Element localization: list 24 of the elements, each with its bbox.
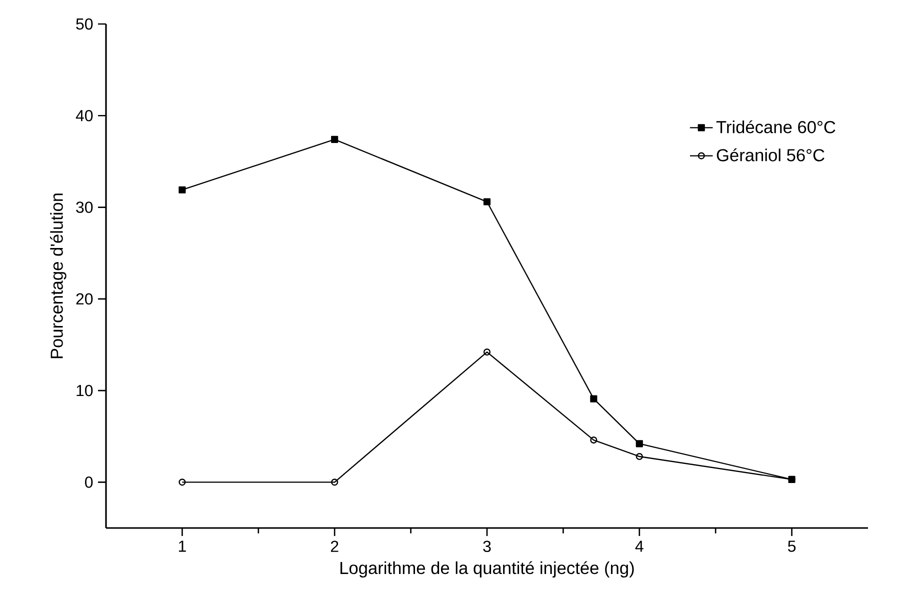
y-axis-title: Pourcentage d'élution	[50, 194, 66, 358]
x-axis-title: Logarithme de la quantité injectée (ng)	[340, 561, 634, 578]
y-tick-label: 30	[76, 202, 93, 213]
point	[590, 395, 598, 402]
legend-label: Géraniol 56°C	[716, 148, 824, 162]
x-tick-label: 3	[483, 540, 491, 552]
y-tick-label: 0	[85, 476, 93, 488]
point	[483, 348, 491, 356]
y-tick-label: 40	[76, 110, 93, 122]
point	[178, 186, 186, 194]
point	[636, 452, 643, 460]
point	[483, 198, 491, 206]
x-tick-label: 4	[635, 540, 644, 552]
point	[636, 440, 643, 448]
point	[590, 436, 598, 444]
point	[331, 136, 338, 143]
y-tick-label: 10	[76, 384, 93, 396]
legend-label: Tridécane 60°C	[716, 120, 836, 134]
x-tick-label: 1	[178, 540, 186, 552]
y-tick-label: 20	[76, 293, 93, 305]
x-tick-label: 2	[330, 540, 338, 552]
point	[331, 478, 338, 486]
y-tick-label: 50	[76, 18, 93, 30]
x-tick-label: 5	[788, 540, 796, 552]
